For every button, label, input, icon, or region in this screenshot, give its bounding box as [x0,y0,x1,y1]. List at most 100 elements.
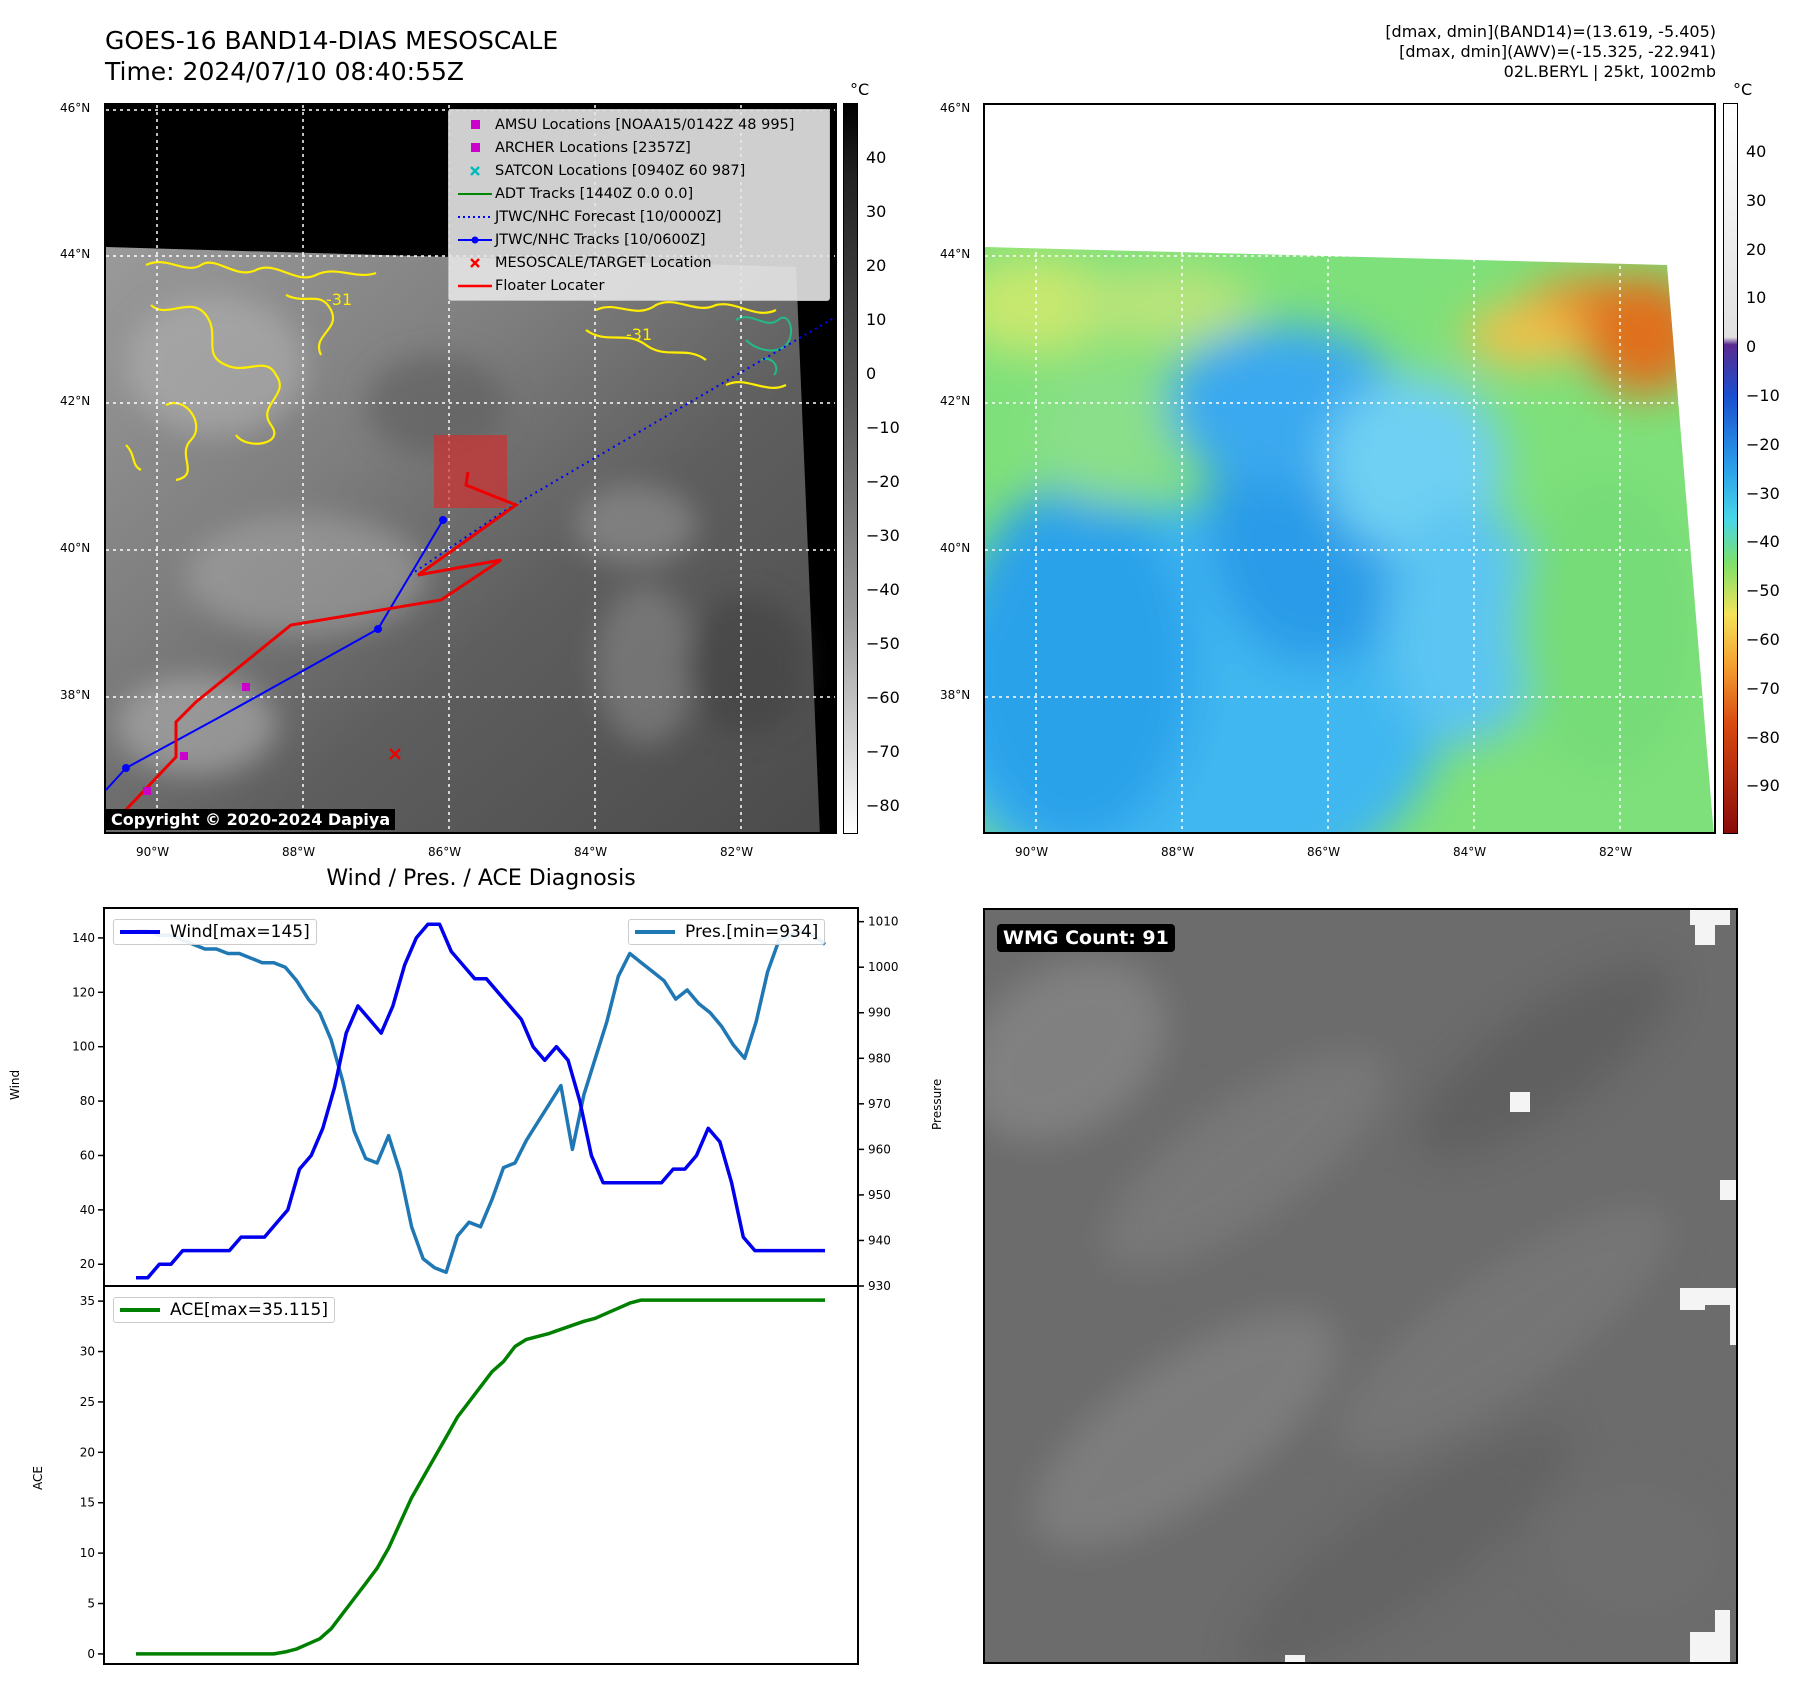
lat-label: 40°N [60,541,91,555]
wv-colorbar-tick-label: 20 [1746,239,1767,259]
forecast-track-line [409,316,835,576]
ir-colorbar-tick-label: −20 [866,472,900,491]
wv-colorbar-tick-label: −10 [1746,386,1780,405]
line-dot-icon [455,235,495,245]
ir-map-legend: AMSU Locations [NOAA15/0142Z 48 995] ARC… [448,109,830,301]
figure-title-line1: GOES-16 BAND14-DIAS MESOSCALE [105,26,559,55]
lon-label: 84°W [574,845,608,859]
line-icon [455,283,495,289]
wmg-count-badge: WMG Count: 91 [997,924,1175,952]
lon-label: 82°W [1599,845,1633,859]
ace-plot-frame [103,1285,859,1665]
wv-colorbar [1723,103,1738,834]
ir-colorbar-tick-label: −10 [866,418,900,437]
ir-colorbar-tick-label: −50 [866,634,900,653]
wv-map-panel [983,103,1716,834]
ir-colorbar-tick-label: −40 [866,580,900,599]
diagnosis-chart: 2040608010012014093094095096097098099010… [72,907,899,1665]
ace-axis-tick-label: 5 [87,1597,95,1611]
diagnosis-title: Wind / Pres. / ACE Diagnosis [326,866,636,891]
square-marker-icon [455,143,495,152]
pressure-axis-tick-label: 940 [868,1233,891,1247]
ace-axis-tick-label: 10 [80,1546,95,1560]
line-icon [455,191,495,197]
lon-label: 84°W [1453,845,1487,859]
legend-archer: ARCHER Locations [2357Z] [455,136,823,159]
wind-legend: Wind[max=145] [113,919,317,945]
lat-label: 44°N [940,247,971,261]
ir-colorbar-tick-label: −80 [866,796,900,815]
ir-colorbar-tick-label: 0 [866,364,877,383]
lon-label: 90°W [1015,845,1049,859]
lat-label: 42°N [60,394,91,408]
ace-axis-tick-label: 30 [80,1345,95,1359]
wv-colorbar-tick-label: −70 [1746,678,1780,698]
legend-forecast: JTWC/NHC Forecast [10/0000Z] [455,205,823,228]
cold-cloud-contours [125,261,787,482]
wv-colorbar-tick-label: −80 [1746,727,1780,747]
wv-colorbar-tick-label: 10 [1746,288,1767,308]
ace-axis-label: ACE [31,1466,45,1490]
x-marker-icon [455,165,495,177]
dmax-band14-text: [dmax, dmin](BAND14)=(13.619, -5.405) [1385,22,1716,41]
wv-colorbar-tick-label: −90 [1746,776,1780,796]
legend-target: MESOSCALE/TARGET Location [455,251,823,274]
ir-colorbar-tick-label: −30 [866,526,900,545]
wv-colorbar-tick-label: 0 [1746,337,1757,357]
x-marker-icon [455,257,495,269]
ir-colorbar-tick-label: 10 [866,310,887,329]
pressure-axis-tick-label: 980 [868,1051,891,1065]
pressure-axis-tick-label: 970 [868,1097,891,1111]
dotted-line-icon [455,214,495,220]
lon-label: 86°W [428,845,462,859]
wv-colorbar-tick-label: 30 [1746,190,1767,210]
floater-locater-line [119,471,520,817]
legend-adt: ADT Tracks [1440Z 0.0 0.0] [455,182,823,205]
legend-label: Floater Locater [495,277,605,294]
legend-label: MESOSCALE/TARGET Location [495,254,712,271]
wv-colorbar-tick-label: −60 [1746,630,1780,649]
jtwc-track-points [122,516,447,772]
wv-map-image [985,105,1714,832]
contour-label-2: -31 [626,325,652,344]
ir-colorbar-tick-label: 40 [866,148,887,167]
wmg-image [985,910,1736,1662]
wind-axis-tick-label: 140 [72,931,95,945]
pressure-legend-label: Pres.[min=934] [685,922,819,942]
ace-axis-tick-label: 15 [80,1496,95,1510]
lat-label: 44°N [60,247,91,261]
green-line-icon [120,1308,160,1312]
blue-line-icon [120,930,160,934]
ace-axis-tick-label: 0 [87,1647,95,1661]
missing-data-patches [1285,910,1736,1662]
pressure-axis-tick-label: 990 [868,1006,891,1020]
mesoscale-target-marker [389,748,401,760]
figure-title-line2: Time: 2024/07/10 08:40:55Z [105,57,464,86]
lon-label: 86°W [1307,845,1341,859]
wv-colorbar-tick-label: −20 [1746,434,1780,454]
legend-tracks: JTWC/NHC Tracks [10/0600Z] [455,228,823,251]
pressure-axis-tick-label: 960 [868,1142,891,1156]
pressure-legend: Pres.[min=934] [628,919,826,945]
storm-info-text: 02L.BERYL | 25kt, 1002mb [1503,62,1716,81]
ir-colorbar-tick-label: −60 [866,688,900,707]
lat-label: 38°N [940,688,971,702]
legend-label: JTWC/NHC Forecast [10/0000Z] [495,208,722,225]
ace-legend-label: ACE[max=35.115] [170,1300,328,1320]
ace-series-line [136,1298,825,1656]
wv-colorbar-tick-label: −50 [1746,581,1780,601]
wv-map-gridlines [985,105,1714,832]
wind-axis-tick-label: 80 [80,1094,95,1108]
legend-amsu: AMSU Locations [NOAA15/0142Z 48 995] [455,113,823,136]
lon-label: 88°W [1161,845,1195,859]
legend-label: ADT Tracks [1440Z 0.0 0.0] [495,185,694,202]
ace-legend: ACE[max=35.115] [113,1297,335,1323]
legend-label: AMSU Locations [NOAA15/0142Z 48 995] [495,116,795,133]
lat-label: 46°N [940,101,971,115]
lat-label: 46°N [60,101,91,115]
pressure-axis-tick-label: 950 [868,1188,891,1202]
dmax-awv-text: [dmax, dmin](AWV)=(-15.325, -22.941) [1399,42,1716,61]
legend-label: JTWC/NHC Tracks [10/0600Z] [495,231,706,248]
wind-series-line [136,922,825,1280]
wind-axis-tick-label: 60 [80,1148,95,1162]
